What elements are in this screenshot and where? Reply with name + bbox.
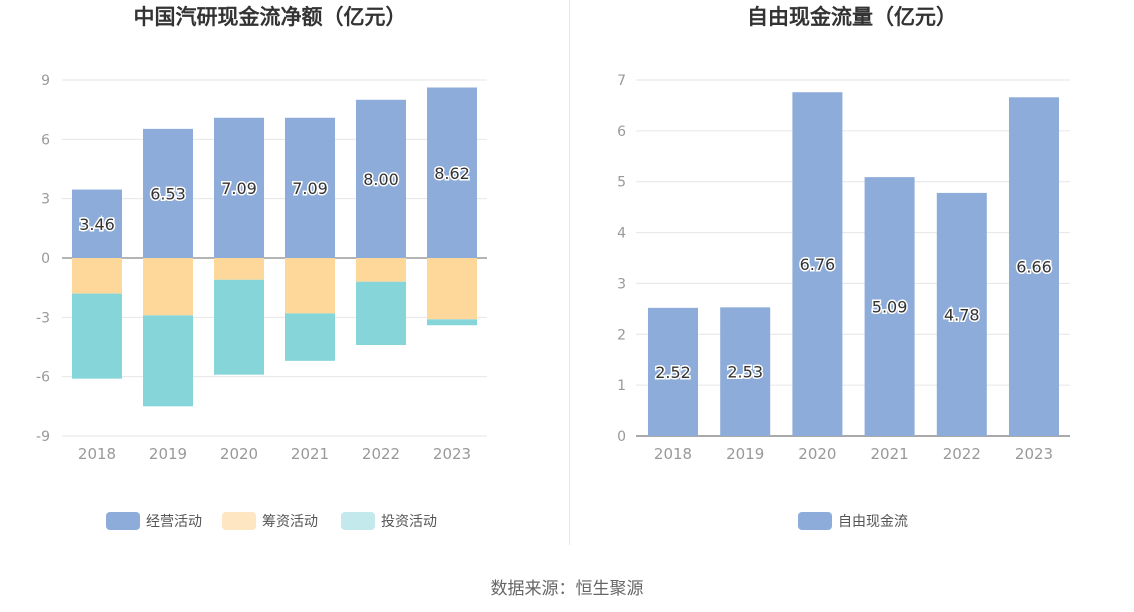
x-tick-label: 2022 [362, 445, 400, 463]
x-tick-label: 2020 [220, 445, 258, 463]
legend-swatch [798, 512, 832, 530]
bar-投资活动-2021 [285, 313, 335, 361]
x-tick-label: 2019 [726, 445, 764, 463]
x-tick-label: 2023 [433, 445, 471, 463]
y-tick-label: 3 [41, 192, 50, 208]
data-label: 2.52 [655, 363, 691, 382]
legend-label: 筹资活动 [262, 513, 318, 530]
x-tick-label: 2023 [1015, 445, 1053, 463]
data-label: 8.00 [363, 170, 399, 189]
data-label: 8.62 [434, 164, 470, 183]
x-tick-label: 2018 [78, 445, 116, 463]
bar-自由现金流-2022 [936, 192, 987, 436]
bar-筹资活动-2019 [143, 258, 193, 316]
bar-经营活动-2022 [356, 99, 406, 259]
data-label: 3.46 [79, 215, 115, 234]
bar-经营活动-2019 [143, 128, 193, 258]
y-tick-label: 5 [617, 175, 626, 191]
data-label: 6.53 [150, 184, 186, 203]
chart-1: 中国汽研现金流净额（亿元） 9 6 3 0 -3 -6 -9 2018 2019 2020 2021 2… [36, 5, 487, 530]
legend-swatch [106, 512, 140, 530]
y-tick-label: 1 [617, 378, 626, 394]
panel-divider [569, 0, 570, 545]
data-label: 4.78 [944, 305, 980, 324]
bar-经营活动-2020 [214, 117, 264, 258]
bar-投资活动-2020 [214, 279, 264, 375]
legend-swatch [341, 512, 375, 530]
legend-swatch [222, 512, 256, 530]
y-tick-label: 6 [41, 132, 50, 148]
data-label: 7.09 [221, 179, 257, 198]
y-tick-label: 0 [41, 251, 50, 267]
bar-自由现金流-2020 [792, 92, 843, 436]
bar-自由现金流-2019 [720, 307, 771, 436]
bar-筹资活动-2023 [427, 258, 477, 320]
bar-自由现金流-2018 [648, 307, 698, 436]
data-label: 2.53 [727, 363, 763, 382]
data-label: 6.76 [800, 255, 836, 274]
y-tick-label: 6 [617, 124, 626, 140]
y-tick-label: 9 [41, 73, 50, 89]
bar-经营活动-2021 [285, 117, 335, 258]
bar-投资活动-2023 [427, 319, 477, 326]
x-tick-label: 2022 [943, 445, 981, 463]
y-tick-label: -9 [36, 429, 50, 445]
y-tick-label: 4 [617, 226, 626, 242]
data-label: 5.09 [872, 298, 908, 317]
legend-label: 自由现金流 [838, 514, 908, 530]
bar-筹资活动-2018 [72, 258, 122, 294]
legend-label: 投资活动 [381, 514, 437, 530]
bar-筹资活动-2022 [356, 258, 406, 282]
bar-投资活动-2022 [356, 281, 406, 346]
x-tick-label: 2020 [798, 445, 836, 463]
y-tick-label: 7 [617, 73, 626, 89]
y-tick-label: 0 [617, 429, 626, 445]
data-label: 6.66 [1016, 258, 1052, 277]
legend-label: 经营活动 [146, 514, 202, 530]
bar-投资活动-2019 [143, 315, 193, 407]
bar-筹资活动-2020 [214, 258, 264, 280]
y-tick-label: 3 [617, 276, 626, 292]
bar-投资活动-2018 [72, 293, 122, 379]
bar-经营活动-2023 [427, 87, 477, 258]
bar-经营活动-2018 [72, 189, 122, 258]
y-tick-label: -6 [36, 370, 50, 386]
chart-2: 自由现金流量（亿元） 7 6 5 4 3 2 1 0 2018 2019 2020 2021 2022 20… [617, 5, 1070, 530]
chart-title: 中国汽研现金流净额（亿元） [134, 5, 407, 29]
data-source-note: 数据来源：恒生聚源 [490, 579, 644, 599]
chart-title: 自由现金流量（亿元） [747, 5, 957, 29]
y-tick-label: -3 [36, 310, 50, 326]
y-tick-label: 2 [617, 327, 626, 343]
x-tick-label: 2021 [291, 445, 329, 463]
x-tick-label: 2018 [654, 445, 692, 463]
data-label: 7.09 [292, 179, 328, 198]
bar-筹资活动-2021 [285, 258, 335, 314]
bar-自由现金流-2023 [1009, 97, 1059, 436]
bar-自由现金流-2021 [864, 177, 915, 436]
x-tick-label: 2021 [871, 445, 909, 463]
x-tick-label: 2019 [149, 445, 187, 463]
